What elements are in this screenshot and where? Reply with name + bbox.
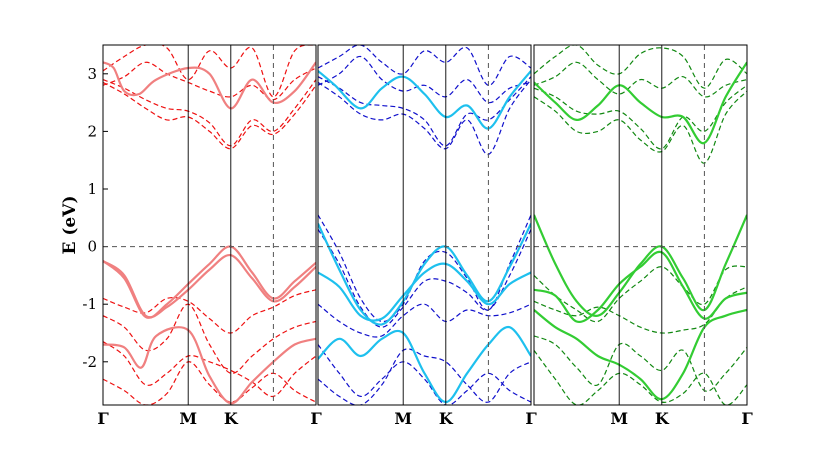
y-tick-labels: 3 2 1 0 -1 -2 xyxy=(82,65,108,371)
k-label-7: M xyxy=(610,409,628,428)
panel-1-bands xyxy=(103,45,316,405)
y-tick-label-2: 1 xyxy=(87,180,97,198)
panel-2-dashed-band-4 xyxy=(318,214,531,323)
k-label-4: M xyxy=(394,409,412,428)
k-label-1: M xyxy=(179,409,197,428)
panel-1-dashed-band-3 xyxy=(103,61,316,101)
k-label-2: K xyxy=(224,409,239,428)
panel-2-band-3 xyxy=(318,325,531,404)
panel-3-dashed-band-1 xyxy=(534,84,747,150)
y-tick-label-1: 2 xyxy=(87,122,97,140)
panel-2-dashed-band-0 xyxy=(318,79,531,155)
panel-3-band-2 xyxy=(534,250,747,324)
k-label-6: Γ xyxy=(525,409,537,428)
panel-2-dashed-band-2 xyxy=(318,45,531,86)
panel-2-dashed-band-3 xyxy=(318,55,531,104)
panel-3-dashed-band-2 xyxy=(534,45,747,89)
k-label-9: Γ xyxy=(741,409,753,428)
panel-3-dashed-band-6 xyxy=(534,335,747,392)
panel-2-bands xyxy=(318,45,531,405)
y-tick-label-5: -2 xyxy=(82,353,97,371)
panel-2-dashed-band-1 xyxy=(318,76,531,147)
panel-3-dashed-band-7 xyxy=(534,349,747,405)
panel-1-band-0 xyxy=(103,61,316,110)
panel-2-dashed-band-5 xyxy=(318,228,531,328)
k-label-8: K xyxy=(655,409,670,428)
panel-2-band-0 xyxy=(318,70,531,130)
panel-3-bands xyxy=(534,45,747,405)
panel-3-dashed-band-4 xyxy=(534,265,747,323)
panel-1-dashed-band-7 xyxy=(103,341,316,398)
panel-1-dashed-band-5 xyxy=(103,303,316,374)
k-label-5: K xyxy=(439,409,454,428)
panel-3 xyxy=(533,44,748,406)
k-label-3: Γ xyxy=(310,409,322,428)
y-tick-label-0: 3 xyxy=(87,65,97,83)
panel-3-dashed-band-0 xyxy=(534,90,747,164)
panel-1-dashed-band-4 xyxy=(103,289,316,334)
panel-3-dashed-band-5 xyxy=(534,286,747,334)
band-panels xyxy=(102,44,748,406)
panel-2-band-2 xyxy=(318,262,531,322)
panel-2-band-1 xyxy=(318,223,531,326)
panel-1 xyxy=(102,44,317,406)
y-tick-label-3: 0 xyxy=(87,238,97,256)
k-label-0: Γ xyxy=(97,409,109,428)
panel-3-band-1 xyxy=(534,214,747,317)
panel-1-frame xyxy=(102,44,317,406)
panel-1-band-3 xyxy=(103,326,316,405)
panel-2-dashed-band-6 xyxy=(318,303,531,338)
panel-1-band-2 xyxy=(103,245,316,319)
panel-1-dashed-band-6 xyxy=(103,361,316,405)
panel-2 xyxy=(317,44,532,406)
panel-2-dashed-band-7 xyxy=(318,344,531,405)
panel-1-dashed-band-2 xyxy=(103,45,316,98)
panel-3-dashed-band-3 xyxy=(534,61,747,98)
panel-1-dashed-band-0 xyxy=(103,81,316,150)
panel-3-frame xyxy=(533,44,748,406)
y-axis-title: E (eV) xyxy=(60,196,80,255)
y-tick-label-4: -1 xyxy=(82,295,97,313)
panel-2-dashed-band-8 xyxy=(318,348,531,405)
panel-2-frame xyxy=(317,44,532,406)
panel-3-band-0 xyxy=(534,61,747,145)
panel-1-dashed-band-1 xyxy=(103,79,316,147)
panel-3-band-3 xyxy=(534,308,747,401)
